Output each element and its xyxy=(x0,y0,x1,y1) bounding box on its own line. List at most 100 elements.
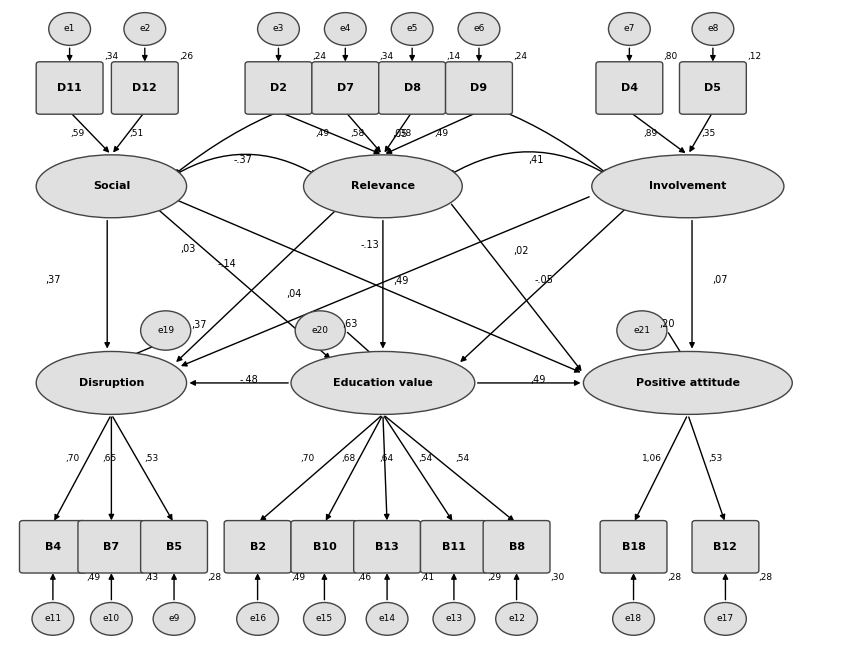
Text: ,49: ,49 xyxy=(291,573,305,582)
Text: ,28: ,28 xyxy=(759,573,773,582)
FancyBboxPatch shape xyxy=(446,61,512,114)
FancyBboxPatch shape xyxy=(692,521,759,573)
FancyBboxPatch shape xyxy=(19,521,87,573)
Text: e19: e19 xyxy=(157,326,174,335)
Text: Education value: Education value xyxy=(333,378,433,388)
Text: Involvement: Involvement xyxy=(649,181,727,191)
Text: ,02: ,02 xyxy=(513,245,528,256)
FancyBboxPatch shape xyxy=(111,61,178,114)
Circle shape xyxy=(366,603,408,635)
Circle shape xyxy=(91,603,132,635)
Text: ,24: ,24 xyxy=(313,52,326,61)
Circle shape xyxy=(495,603,537,635)
Text: ,58: ,58 xyxy=(351,130,364,138)
Text: e16: e16 xyxy=(249,614,266,623)
Ellipse shape xyxy=(304,155,463,217)
Text: ,64: ,64 xyxy=(379,454,394,463)
Text: D7: D7 xyxy=(336,83,354,93)
Text: -.05: -.05 xyxy=(535,275,553,285)
Ellipse shape xyxy=(291,352,475,414)
Text: ,46: ,46 xyxy=(357,573,372,582)
Text: ,38: ,38 xyxy=(397,130,411,138)
Text: ,34: ,34 xyxy=(104,52,118,61)
Text: 1,06: 1,06 xyxy=(643,454,663,463)
Text: ,30: ,30 xyxy=(550,573,564,582)
Text: e14: e14 xyxy=(378,614,395,623)
Text: ,35: ,35 xyxy=(701,130,716,138)
Text: e8: e8 xyxy=(707,24,718,34)
Text: ,54: ,54 xyxy=(418,454,432,463)
Text: ,80: ,80 xyxy=(664,52,678,61)
Text: B7: B7 xyxy=(103,542,119,552)
Circle shape xyxy=(153,603,195,635)
Text: ,49: ,49 xyxy=(394,276,409,286)
Text: ,70: ,70 xyxy=(65,454,79,463)
Text: -.13: -.13 xyxy=(361,241,380,251)
Text: ,49: ,49 xyxy=(530,375,545,385)
Circle shape xyxy=(433,603,475,635)
Text: Positive attitude: Positive attitude xyxy=(636,378,740,388)
Text: ,28: ,28 xyxy=(208,573,221,582)
FancyBboxPatch shape xyxy=(291,521,357,573)
Circle shape xyxy=(295,311,346,350)
Ellipse shape xyxy=(36,352,187,414)
FancyBboxPatch shape xyxy=(596,61,663,114)
Text: ,14: ,14 xyxy=(447,52,461,61)
Text: ,24: ,24 xyxy=(513,52,527,61)
Text: ,07: ,07 xyxy=(711,275,727,285)
Text: ,03: ,03 xyxy=(181,244,196,254)
Text: D2: D2 xyxy=(270,83,287,93)
Text: ,29: ,29 xyxy=(487,573,501,582)
FancyBboxPatch shape xyxy=(312,61,378,114)
Text: ,70: ,70 xyxy=(300,454,315,463)
Text: ,59: ,59 xyxy=(71,130,85,138)
FancyBboxPatch shape xyxy=(354,521,420,573)
FancyBboxPatch shape xyxy=(140,521,208,573)
FancyBboxPatch shape xyxy=(78,521,145,573)
Text: -.37: -.37 xyxy=(234,155,253,165)
Text: ,51: ,51 xyxy=(130,130,144,138)
Text: ,49: ,49 xyxy=(315,130,330,138)
Circle shape xyxy=(391,13,433,46)
Text: e7: e7 xyxy=(624,24,635,34)
Ellipse shape xyxy=(36,155,187,217)
Text: -.14: -.14 xyxy=(217,258,236,268)
FancyBboxPatch shape xyxy=(36,61,103,114)
Circle shape xyxy=(236,603,278,635)
Text: -.48: -.48 xyxy=(240,375,259,385)
FancyBboxPatch shape xyxy=(420,521,487,573)
FancyBboxPatch shape xyxy=(484,521,550,573)
Text: ,04: ,04 xyxy=(286,289,301,299)
Circle shape xyxy=(616,311,667,350)
Circle shape xyxy=(49,13,91,46)
Ellipse shape xyxy=(592,155,784,217)
Text: B13: B13 xyxy=(375,542,399,552)
Text: B8: B8 xyxy=(509,542,525,552)
Text: e12: e12 xyxy=(508,614,525,623)
Text: ,63: ,63 xyxy=(341,319,357,329)
Text: e6: e6 xyxy=(473,24,484,34)
Text: D12: D12 xyxy=(132,83,157,93)
Circle shape xyxy=(257,13,299,46)
Circle shape xyxy=(692,13,734,46)
Text: e20: e20 xyxy=(312,326,329,335)
Text: e3: e3 xyxy=(272,24,284,34)
Text: D8: D8 xyxy=(404,83,420,93)
Text: ,28: ,28 xyxy=(667,573,681,582)
FancyBboxPatch shape xyxy=(378,61,446,114)
Text: ,53: ,53 xyxy=(144,454,158,463)
FancyBboxPatch shape xyxy=(245,61,312,114)
Text: e10: e10 xyxy=(103,614,120,623)
Text: ,43: ,43 xyxy=(145,573,159,582)
Text: ,34: ,34 xyxy=(379,52,394,61)
Text: ,89: ,89 xyxy=(643,130,658,138)
Text: ,49: ,49 xyxy=(434,130,448,138)
Circle shape xyxy=(124,13,166,46)
Text: e2: e2 xyxy=(139,24,151,34)
Text: B18: B18 xyxy=(621,542,646,552)
Text: B12: B12 xyxy=(713,542,738,552)
Text: e4: e4 xyxy=(340,24,351,34)
Text: ,49: ,49 xyxy=(87,573,100,582)
Text: Relevance: Relevance xyxy=(351,181,415,191)
Text: ,68: ,68 xyxy=(341,454,356,463)
